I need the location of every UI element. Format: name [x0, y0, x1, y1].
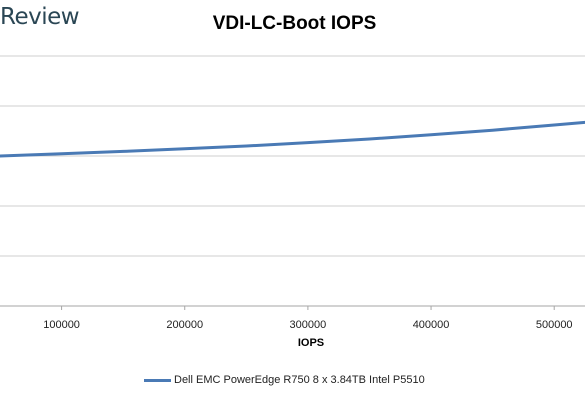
- x-tick-label: 500000: [536, 319, 573, 331]
- legend-label: Dell EMC PowerEdge R750 8 x 3.84TB Intel…: [174, 374, 425, 386]
- chart-title: VDI-LC-Boot IOPS: [212, 13, 377, 34]
- legend: Dell EMC PowerEdge R750 8 x 3.84TB Intel…: [144, 374, 425, 386]
- series-line-0: [0, 120, 585, 158]
- x-tick-label: 100000: [43, 319, 80, 331]
- legend-swatch: [144, 378, 171, 382]
- x-tick-label: 400000: [413, 319, 450, 331]
- review-logo-text: Review: [0, 4, 80, 30]
- x-axis-label: IOPS: [297, 337, 325, 349]
- x-tick-label: 300000: [290, 319, 327, 331]
- x-tick-label: 200000: [166, 319, 203, 331]
